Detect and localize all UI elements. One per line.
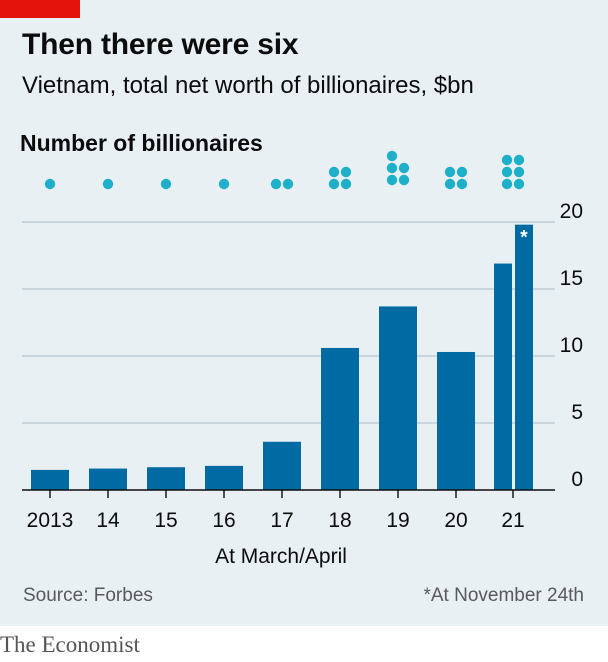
billionaire-dot [270, 178, 282, 190]
x-tick-label: 15 [154, 509, 177, 532]
x-tick-label: 17 [270, 509, 293, 532]
footnote: *At November 24th [423, 585, 584, 606]
y-tick-label: 15 [560, 267, 583, 290]
bar-2013 [31, 469, 69, 490]
y-tick-label: 10 [560, 334, 583, 357]
x-tick-label: 2013 [27, 509, 74, 532]
billionaire-dot [513, 178, 525, 190]
billionaire-dot [340, 178, 352, 190]
billionaire-dot [456, 178, 468, 190]
billionaire-dot [501, 154, 513, 166]
bar-annotation: * [520, 228, 528, 249]
y-tick-label: 0 [571, 468, 583, 491]
billionaire-dot [444, 178, 456, 190]
billionaire-dot [160, 178, 172, 190]
source-note: Source: Forbes [23, 585, 153, 606]
billionaire-dot [513, 154, 525, 166]
chart-subtitle: Vietnam, total net worth of billionaires… [22, 72, 474, 99]
billionaire-dot [282, 178, 294, 190]
chart-title: Then there were six [22, 28, 299, 61]
chart-card: Then there were six Vietnam, total net w… [0, 0, 608, 626]
x-tick-label: 14 [96, 509, 120, 532]
bar-20 [437, 351, 475, 490]
billionaire-dot [501, 166, 513, 178]
bar-19 [379, 306, 417, 490]
billionaire-dot [456, 166, 468, 178]
bar-16 [205, 465, 243, 490]
billionaire-dot [328, 166, 340, 178]
x-tick-label: 21 [501, 509, 524, 532]
dots-row-label: Number of billionaires [20, 130, 263, 156]
billionaire-dot [328, 178, 340, 190]
bar-14 [89, 468, 127, 490]
x-tick-label: 16 [212, 509, 235, 532]
billionaire-dot [44, 178, 56, 190]
y-tick-label: 5 [571, 401, 583, 424]
bar-15 [147, 467, 185, 490]
x-tick-label: 18 [328, 509, 351, 532]
x-tick-label: 19 [386, 509, 409, 532]
bar-17 [263, 441, 301, 490]
x-tick-label: 20 [444, 509, 467, 532]
billionaire-dot [386, 174, 398, 186]
y-tick-label: 20 [560, 200, 583, 223]
billionaire-dot [386, 162, 398, 174]
billionaire-dot [398, 162, 410, 174]
billionaire-dot [102, 178, 114, 190]
bar-chart: 0 5 10 15 20 * 2013 14 15 16 17 18 19 20 21 At March/Ap… [22, 150, 583, 568]
brand-logo-text: The Economist [0, 632, 140, 657]
billionaire-dot [340, 166, 352, 178]
billionaire-dot [218, 178, 230, 190]
billionaire-dot [386, 150, 398, 162]
bar-21* [515, 224, 533, 490]
billionaire-dot [398, 174, 410, 186]
billionaire-dot [501, 178, 513, 190]
economist-red-tag [0, 0, 80, 18]
bar-18 [321, 347, 359, 490]
billionaire-dot [513, 166, 525, 178]
x-axis-title: At March/April [215, 545, 347, 568]
billionaire-dot [444, 166, 456, 178]
bar-21 [494, 263, 512, 490]
